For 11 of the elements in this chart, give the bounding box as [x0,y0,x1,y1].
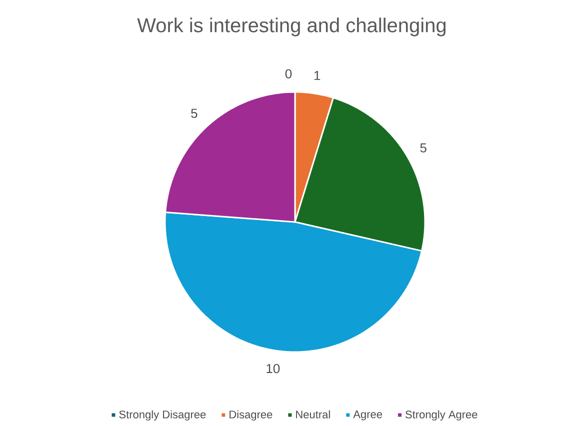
data-label: 10 [266,364,280,374]
data-label: 1 [314,70,320,80]
legend-label: Neutral [296,410,330,418]
data-label: 5 [191,108,198,118]
text: 0 [285,69,292,78]
chart-title: Work is interesting and challenging [137,18,446,36]
legend-label: Strongly Disagree [119,410,206,421]
legend-label: Disagree [230,410,272,421]
legend-label: Agree [353,410,382,420]
legend-label: Strongly Agree [406,410,478,421]
data-label: 5 [420,143,426,152]
